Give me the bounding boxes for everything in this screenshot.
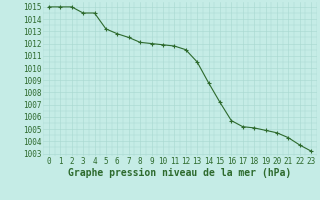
X-axis label: Graphe pression niveau de la mer (hPa): Graphe pression niveau de la mer (hPa) xyxy=(68,168,292,178)
